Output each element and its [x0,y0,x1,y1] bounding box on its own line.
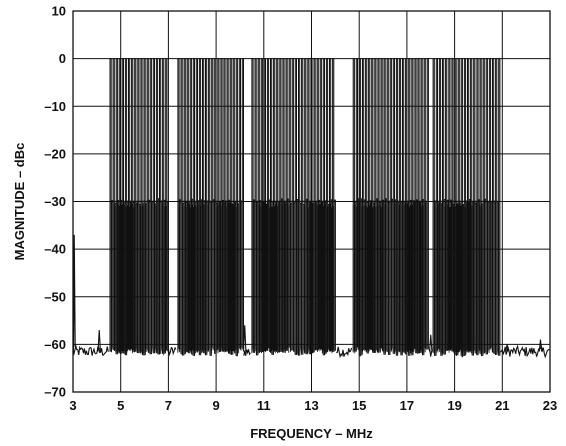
carrier-shoulder-fill [352,201,428,354]
y-tick-label: –60 [44,337,66,352]
y-axis-ticks: 10 0 –10 –20 –30 –40 –50 –60 –70 [44,4,66,400]
x-tick-label: 5 [117,398,124,413]
y-tick-label: –10 [44,99,66,114]
y-axis-label: MAGNITUDE – dBc [12,143,27,261]
noise-floor-trace [243,349,251,356]
carrier-tones [352,58,429,357]
x-tick-label: 7 [165,398,172,413]
carrier-shoulder-fill [109,201,167,354]
x-tick-label: 13 [304,398,318,413]
x-tick-label: 3 [69,398,76,413]
noise-floor-trace [336,346,353,359]
low-frequency-spur [72,234,76,352]
x-tick-label: 23 [543,398,557,413]
carrier-shoulder-fill [251,201,334,354]
y-tick-label: –20 [44,146,66,161]
spectrum-traces [72,58,551,359]
plot-frame [72,10,551,393]
carrier-group [432,58,501,358]
spur-marker [538,339,543,352]
y-tick-label: –30 [44,194,66,209]
x-tick-label: 9 [212,398,219,413]
carrier-shoulder-fill [432,201,498,354]
carrier-group [251,58,336,356]
y-tick-label: –40 [44,242,66,257]
carrier-group [352,58,429,357]
x-tick-label: 21 [495,398,509,413]
x-tick-label: 17 [400,398,414,413]
noise-floor-trace [167,346,177,357]
x-tick-label: 19 [447,398,461,413]
carrier-shoulder-fill [177,201,243,354]
y-tick-label: –70 [44,385,66,400]
y-tick-label: –50 [44,289,66,304]
carrier-group [177,58,244,357]
y-tick-label: 0 [59,51,66,66]
spur-marker [97,330,101,352]
x-axis-ticks: 3 5 7 9 11 13 15 17 19 21 23 [69,398,557,413]
x-tick-label: 11 [257,398,271,413]
noise-floor-trace [72,344,109,356]
spur-marker [505,344,509,352]
x-tick-label: 15 [352,398,366,413]
x-axis-label: FREQUENCY – MHz [250,426,373,441]
spur-marker [429,334,433,352]
y-tick-label: 10 [52,4,66,19]
carrier-group [109,58,169,356]
